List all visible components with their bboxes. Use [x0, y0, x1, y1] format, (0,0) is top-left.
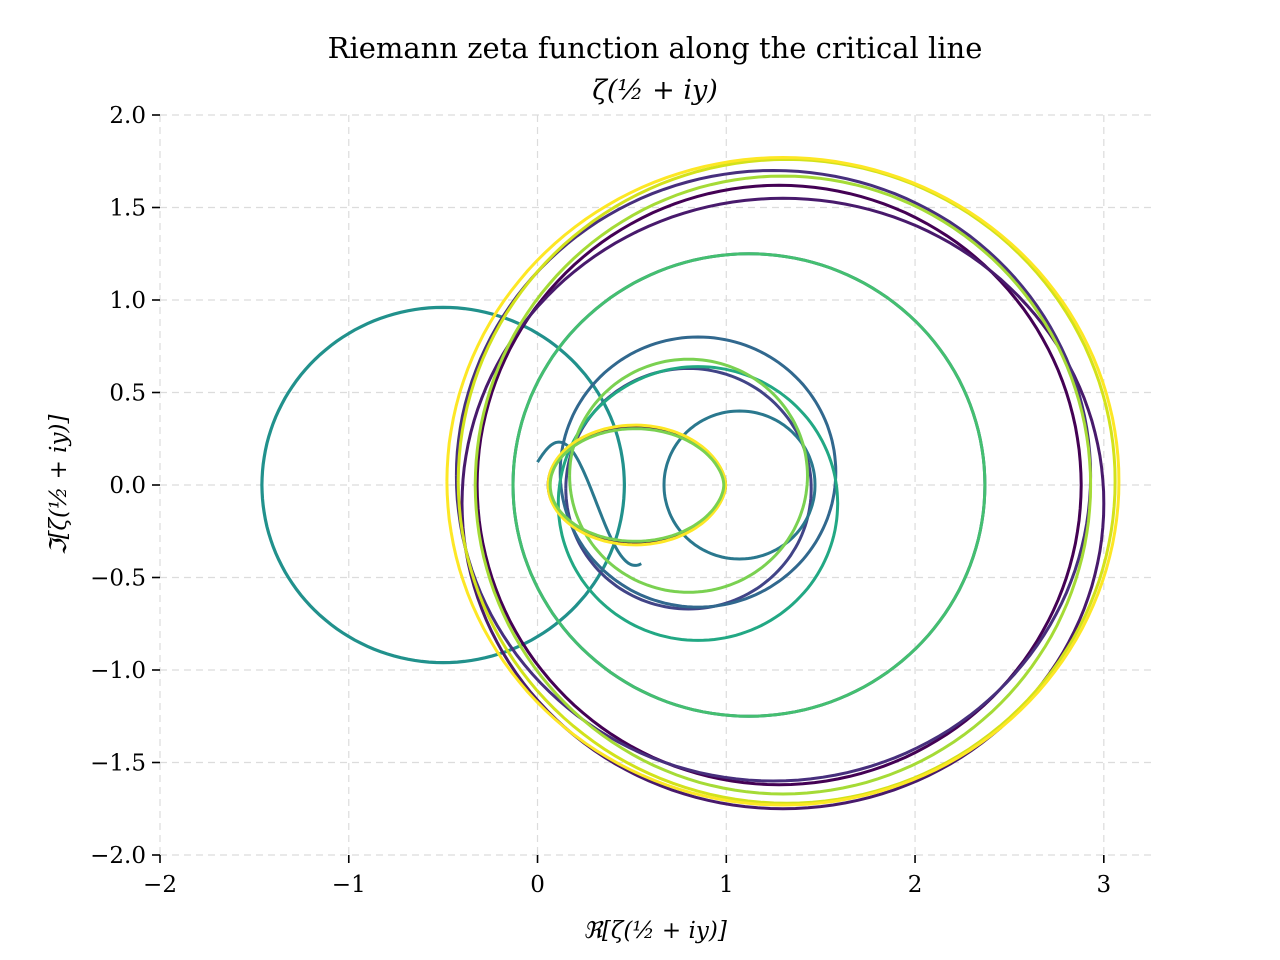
- series-curve-loop: [460, 196, 1106, 811]
- series-curve-loop: [445, 155, 1121, 807]
- x-tick-label: 0: [530, 872, 545, 898]
- series-curve-loop: [662, 409, 817, 561]
- series-curve-small-loop: [548, 427, 726, 543]
- y-tick-label: −1.0: [90, 658, 146, 684]
- y-tick-label: −2.0: [90, 843, 146, 869]
- y-axis-label: ℑ[ζ(½ + iy)]: [46, 415, 72, 556]
- x-tick-label: −1: [332, 872, 366, 898]
- y-tick-label: 0.0: [109, 473, 146, 499]
- y-tick-label: 2.0: [109, 103, 146, 129]
- data-layer: [260, 155, 1121, 811]
- chart-subtitle: ζ(½ + iy): [592, 75, 718, 106]
- series-curve-loop: [556, 365, 840, 642]
- x-tick-label: 3: [1096, 872, 1111, 898]
- x-axis-label: ℜ[ζ(½ + iy)]: [583, 918, 727, 944]
- y-tick-label: −1.5: [90, 751, 146, 777]
- x-tick-label: 1: [719, 872, 734, 898]
- series-curve-loop: [511, 252, 987, 718]
- y-tick-label: −0.5: [90, 566, 146, 592]
- y-tick-label: 1.5: [109, 196, 146, 222]
- series-curve-loop: [456, 157, 1117, 805]
- chart-title: Riemann zeta function along the critical…: [328, 31, 983, 65]
- series-curve-small-loop: [546, 423, 728, 547]
- x-tick-label: −2: [143, 872, 177, 898]
- series-curve-loop: [475, 183, 1083, 787]
- series-curve-s-crossing: [536, 440, 642, 567]
- series-curve-loop: [568, 357, 810, 594]
- y-tick-label: 0.5: [109, 381, 146, 407]
- grid-layer: [159, 114, 1151, 856]
- series-curve-loop: [558, 335, 838, 609]
- series-curve-left-loop: [260, 305, 627, 665]
- axis-layer: −2 −1 0 1 2 3 −2.0 −1.5 −1.0 −0.5 0.0 0.5 1.0 1.5 2.0: [90, 103, 1111, 898]
- x-tick-label: 2: [908, 872, 923, 898]
- series-curve-loop: [473, 174, 1093, 796]
- y-tick-label: 1.0: [109, 288, 146, 314]
